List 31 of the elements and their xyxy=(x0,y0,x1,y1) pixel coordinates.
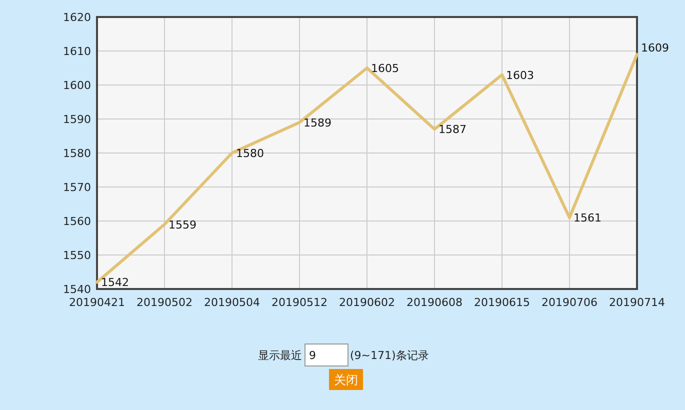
y-tick-label: 1570 xyxy=(63,181,91,194)
data-label: 1542 xyxy=(101,276,129,290)
x-tick-label: 20190512 xyxy=(272,296,328,309)
y-tick-label: 1550 xyxy=(63,249,91,262)
text: 9 xyxy=(309,349,316,362)
data-label: 1559 xyxy=(168,218,196,232)
text: 显示最近 xyxy=(258,349,302,362)
y-tick-label: 1590 xyxy=(63,113,91,126)
x-tick-label: 20190421 xyxy=(69,296,125,309)
x-tick-label: 20190706 xyxy=(542,296,598,309)
data-label: 1587 xyxy=(438,123,466,136)
y-tick-label: 1540 xyxy=(63,283,91,296)
x-tick-label: 20190502 xyxy=(136,296,192,309)
y-tick-label: 1580 xyxy=(63,147,91,160)
y-tick-label: 1610 xyxy=(63,45,91,58)
text: 关闭 xyxy=(334,373,358,387)
y-tick-label: 1600 xyxy=(63,79,91,92)
data-label: 1589 xyxy=(304,116,332,130)
data-label: 1580 xyxy=(236,147,264,160)
x-tick-label: 20190714 xyxy=(609,296,665,309)
x-tick-label: 20190602 xyxy=(339,296,395,309)
x-tick-label: 20190608 xyxy=(406,296,462,309)
text: (9~171)条记录 xyxy=(350,349,429,362)
x-tick-label: 20190504 xyxy=(204,296,260,309)
data-label: 1609 xyxy=(641,41,669,54)
y-tick-label: 1560 xyxy=(63,215,91,228)
data-label: 1561 xyxy=(574,212,602,225)
data-label: 1603 xyxy=(506,68,534,82)
data-label: 1605 xyxy=(371,62,399,75)
y-tick-label: 1620 xyxy=(63,11,91,24)
x-tick-label: 20190615 xyxy=(474,296,530,309)
